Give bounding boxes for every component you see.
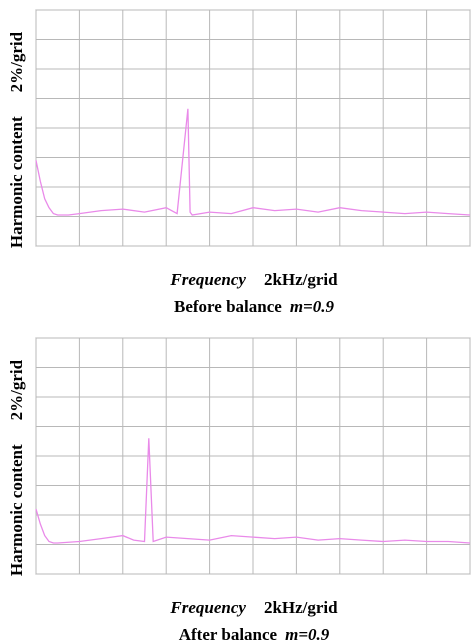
y-axis-label-unit: 2%/grid [7, 31, 26, 92]
x-axis-label: Frequency 2kHz/grid [169, 270, 338, 289]
y-axis-label-text: Harmonic content [7, 116, 26, 248]
x-axis-label-text: Frequency [169, 270, 246, 289]
x-axis-label-text: Frequency [169, 598, 246, 617]
caption-math: m=0.9 [285, 625, 330, 641]
x-axis-label: Frequency 2kHz/grid [169, 598, 338, 617]
y-axis-label: Harmonic content 2%/grid [7, 359, 26, 576]
caption-text: Before balance [174, 297, 282, 316]
spectrum-line [35, 108, 471, 216]
caption: After balance m=0.9 [179, 625, 330, 641]
x-axis-label-unit: 2kHz/grid [264, 598, 338, 617]
y-axis-label-text: Harmonic content [7, 444, 26, 576]
y-axis-label: Harmonic content 2%/grid [7, 31, 26, 248]
caption: Before balance m=0.9 [174, 297, 334, 316]
y-axis-label-unit: 2%/grid [7, 359, 26, 420]
caption-text: After balance [179, 625, 278, 641]
spectrum-line [35, 438, 471, 544]
x-axis-label-unit: 2kHz/grid [264, 270, 338, 289]
caption-math: m=0.9 [290, 297, 335, 316]
